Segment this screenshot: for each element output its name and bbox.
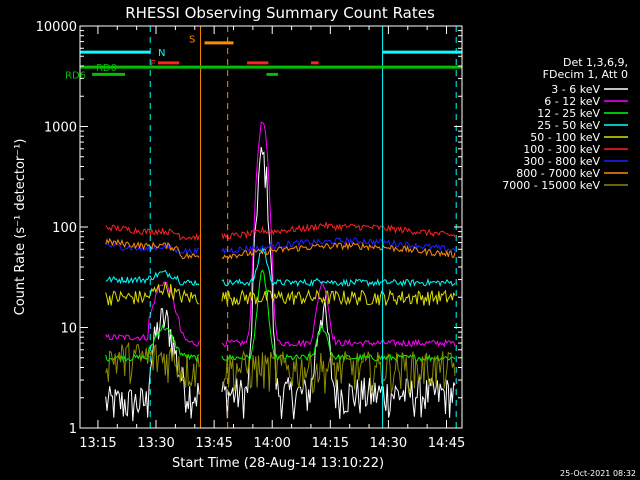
legend-label: 12 - 25 keV (537, 107, 600, 120)
x-tick-label: 14:00 (253, 436, 290, 451)
legend-label: 3 - 6 keV (551, 83, 600, 96)
legend-label: 800 - 7000 keV (516, 167, 600, 180)
series-line-8-1 (221, 349, 456, 395)
series-line-5-1 (221, 222, 456, 240)
y-axis-label: Count Rate (s⁻¹ detector⁻¹) (13, 139, 28, 316)
y-tick-label: 10 (60, 322, 77, 337)
legend-label: 300 - 800 keV (523, 155, 600, 168)
series-line-4-1 (221, 288, 456, 306)
series-line-6-1 (221, 237, 456, 255)
series-4 (105, 281, 456, 306)
series-7 (105, 237, 456, 260)
series-line-4-0 (105, 281, 200, 306)
series-6 (105, 237, 456, 256)
footer-date: 25-Oct-2021 08:32 (560, 469, 636, 478)
y-tick-label: 1 (69, 422, 77, 437)
legend-label: 6 - 12 keV (544, 95, 600, 108)
series-line-7-1 (221, 241, 456, 260)
y-tick-label: 1000 (44, 121, 77, 136)
series-line-7-0 (105, 237, 200, 260)
series-line-8-0 (105, 342, 200, 388)
series-8 (105, 342, 456, 395)
x-axis: 13:15 13:30 13:45 14:00 14:15 14:30 14:45 (79, 26, 465, 451)
series-1 (105, 121, 456, 349)
y-tick-label: 10000 (36, 20, 77, 35)
series-3 (105, 247, 456, 288)
x-tick-label: 14:45 (428, 436, 465, 451)
annotation-s: S (189, 35, 195, 46)
annotation-n: N (158, 48, 165, 59)
series-line-2-1 (221, 269, 456, 363)
annotation-f: F (150, 59, 156, 70)
y-tick-label: 100 (52, 221, 77, 236)
x-tick-label: 13:30 (137, 436, 174, 451)
x-axis-label: Start Time (28-Aug-14 13:10:22) (172, 456, 384, 471)
series-line-0-1 (221, 147, 456, 420)
annotation-rd6: RD6 (65, 70, 86, 81)
legend-label: 7000 - 15000 keV (502, 179, 600, 192)
x-tick-label: 14:30 (370, 436, 407, 451)
series-line-1-1 (221, 121, 456, 349)
series-line-5-0 (105, 224, 200, 242)
legend-label: 50 - 100 keV (530, 131, 600, 144)
x-tick-label: 13:45 (195, 436, 232, 451)
x-tick-label: 13:15 (79, 436, 116, 451)
legend-header: Det 1,3,6,9, (563, 56, 628, 69)
series-line-3-1 (221, 247, 456, 288)
legend-label: 100 - 300 keV (523, 143, 600, 156)
series-line-3-0 (105, 269, 200, 287)
legend-label: 25 - 50 keV (537, 119, 600, 132)
chart-title: RHESSI Observing Summary Count Rates (125, 4, 435, 22)
legend-header: FDecim 1, Att 0 (543, 68, 628, 81)
x-tick-label: 14:15 (312, 436, 349, 451)
series-5 (105, 222, 456, 242)
annotation-rd0: RD0 (96, 63, 117, 74)
y-axis: 1 10 100 1000 10000 (36, 20, 462, 437)
series-line-1-0 (105, 281, 200, 347)
